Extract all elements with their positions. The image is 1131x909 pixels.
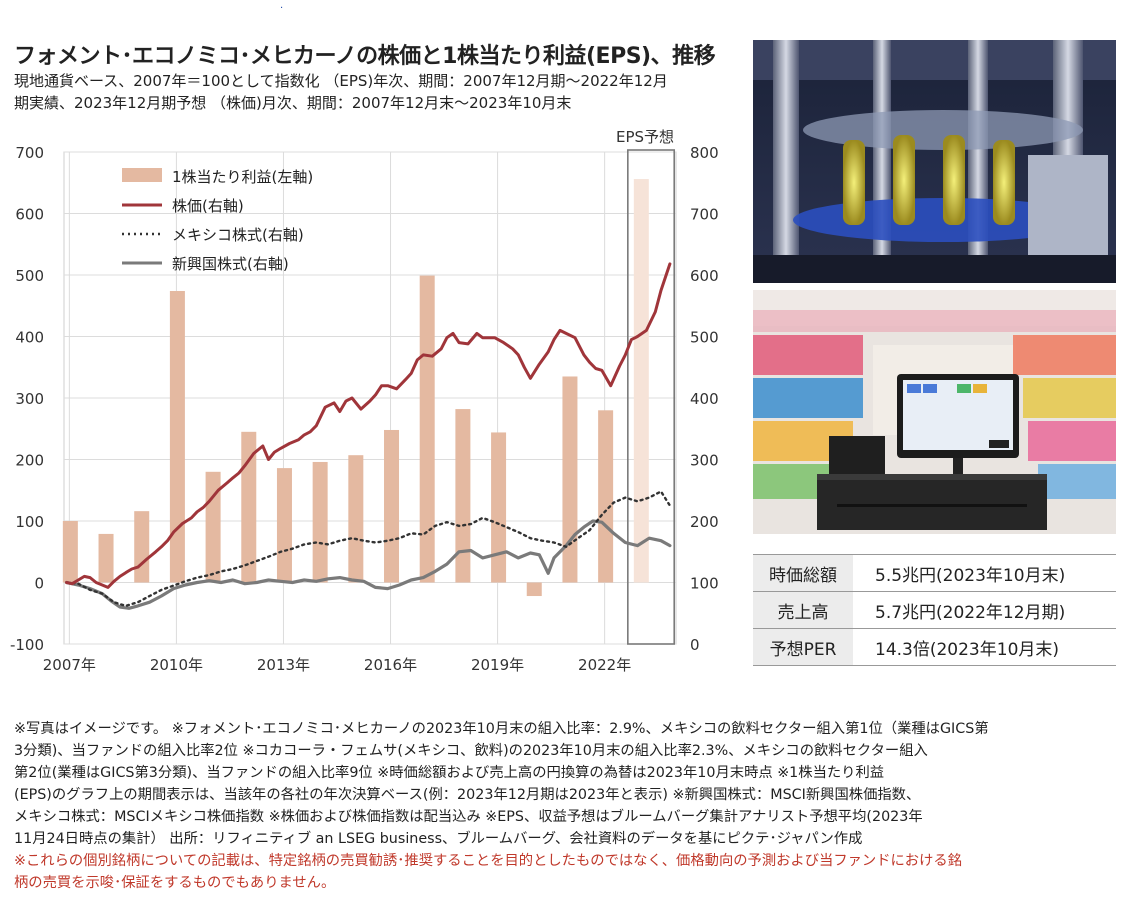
stat-label: 予想PER [753, 628, 853, 666]
left-tick-label: 400 [15, 329, 44, 347]
top-mark: . [280, 0, 284, 11]
left-tick-label: -100 [10, 636, 44, 654]
right-tick-label: 700 [690, 206, 719, 224]
stat-value: 5.7兆円(2022年12月期) [853, 591, 1116, 629]
chart-title: フォメント･エコノミコ･メヒカーノの株価と1株当たり利益(EPS)、推移 [14, 44, 716, 69]
eps-bar [62, 521, 78, 583]
left-tick-label: 700 [15, 144, 44, 162]
eps-bar [169, 290, 185, 583]
eps-bars [62, 179, 649, 597]
right-tick-label: 400 [690, 390, 719, 408]
left-tick-label: 500 [15, 267, 44, 285]
forecast-frame [627, 149, 676, 645]
x-tick-label: 2019年 [471, 656, 524, 674]
eps-bar [276, 468, 292, 583]
left-tick-label: 300 [15, 390, 44, 408]
right-tick-label: 100 [690, 575, 719, 593]
series-line [64, 519, 672, 610]
forecast-box: EPS予想 [616, 128, 676, 645]
x-tick-label: 2010年 [150, 656, 203, 674]
subtitle-line-2: 期実績、2023年12月期予想 （株価)月次、期間：2007年12月末～2023… [14, 94, 572, 112]
stats-row: 時価総額 5.5兆円(2023年10月末) [753, 554, 1116, 592]
eps-bar [134, 511, 150, 583]
eps-bar [98, 533, 114, 583]
footnote-line: 第2位(業種はGICS第3分類)、当ファンドの組入比率9位 ※時価総額および売上… [14, 765, 885, 781]
series-lines [64, 262, 672, 610]
eps-bar [348, 455, 364, 583]
right-tick-label: 300 [690, 452, 719, 470]
eps-bar [598, 410, 614, 583]
disclaimer-line: 柄の売買を示唆･保証をするものでもありません。 [14, 875, 336, 891]
right-tick-label: 800 [690, 144, 719, 162]
grid-lines [63, 151, 677, 645]
footnote-line: 11月24日時点の集計） 出所：リフィニティブ an LSEG business… [14, 831, 863, 847]
left-tick-label: 200 [15, 452, 44, 470]
subtitle-line-1: 現地通貨ベース、2007年＝100として指数化 （EPS)年次、期間：2007年… [14, 72, 668, 90]
series-line [65, 490, 672, 608]
legend-label: メキシコ株式(右軸) [172, 226, 304, 244]
stat-label: 時価総額 [753, 554, 853, 592]
stat-label: 売上高 [753, 591, 853, 629]
right-tick-label: 500 [690, 329, 719, 347]
legend-label: 株価(右軸) [172, 197, 244, 215]
company-stats-table: 時価総額 5.5兆円(2023年10月末) 売上高 5.7兆円(2022年12月… [753, 554, 1116, 666]
eps-bar [241, 431, 257, 583]
left-tick-label: 600 [15, 206, 44, 224]
footnote-line: 3分類)、当ファンドの組入比率2位 ※コカコーラ・フェムサ(メキシコ、飲料)の2… [14, 743, 928, 759]
stats-row: 予想PER 14.3倍(2023年10月末) [753, 628, 1116, 666]
legend-label: 新興国株式(右軸) [172, 255, 289, 273]
footnote-line: (EPS)のグラフ上の期間表示は、当該年の各社の年次決算ベース(例：2023年1… [14, 787, 921, 803]
legend-label: 1株当たり利益(左軸) [172, 168, 313, 186]
left-tick-label: 100 [15, 513, 44, 531]
right-tick-label: 200 [690, 513, 719, 531]
forecast-label: EPS予想 [616, 128, 674, 146]
x-tick-label: 2007年 [43, 656, 96, 674]
eps-bar [562, 376, 578, 583]
footnotes: ※写真はイメージです。 ※フォメント･エコノミコ･メヒカーノの2023年10月末… [14, 718, 1120, 894]
stat-value: 14.3倍(2023年10月末) [853, 628, 1116, 666]
disclaimer-line: ※これらの個別銘柄についての記載は、特定銘柄の売買勧誘･推奨することを目的とした… [14, 853, 962, 869]
right-tick-label: 600 [690, 267, 719, 285]
eps-bar [455, 409, 471, 583]
x-tick-label: 2016年 [364, 656, 417, 674]
right-tick-label: 0 [690, 636, 700, 654]
stat-value: 5.5兆円(2023年10月末) [853, 554, 1116, 592]
axis-labels: -100 0 100 200 300 400 500 600 700 0 100 200 300 400 5… [10, 144, 719, 674]
x-tick-label: 2013年 [257, 656, 310, 674]
footnote-line: メキシコ株式：MSCIメキシコ株価指数 ※株価および株価指数は配当込み ※EPS… [14, 809, 923, 825]
eps-bar [491, 432, 507, 583]
series-line [65, 262, 672, 589]
left-tick-label: 0 [34, 575, 44, 593]
eps-bar [384, 429, 400, 583]
stats-row: 売上高 5.7兆円(2022年12月期) [753, 591, 1116, 629]
x-tick-label: 2022年 [578, 656, 631, 674]
legend-swatch-bar [122, 168, 162, 182]
convenience-store-register-photo [753, 290, 1116, 534]
eps-bar [526, 582, 542, 597]
chart-subtitle: 現地通貨ベース、2007年＝100として指数化 （EPS)年次、期間：2007年… [14, 70, 734, 114]
eps-stock-chart: EPS予想 -100 0 100 200 300 400 500 600 700 0 100 200 3… [10, 128, 719, 674]
eps-bar [419, 275, 435, 583]
bottling-line-photo [753, 40, 1116, 283]
legend: 1株当たり利益(左軸) 株価(右軸) メキシコ株式(右軸) 新興国株式(右軸) [122, 168, 313, 273]
eps-bar [633, 179, 649, 583]
footnote-line: ※写真はイメージです。 ※フォメント･エコノミコ･メヒカーノの2023年10月末… [14, 721, 989, 737]
eps-bar [312, 461, 328, 583]
